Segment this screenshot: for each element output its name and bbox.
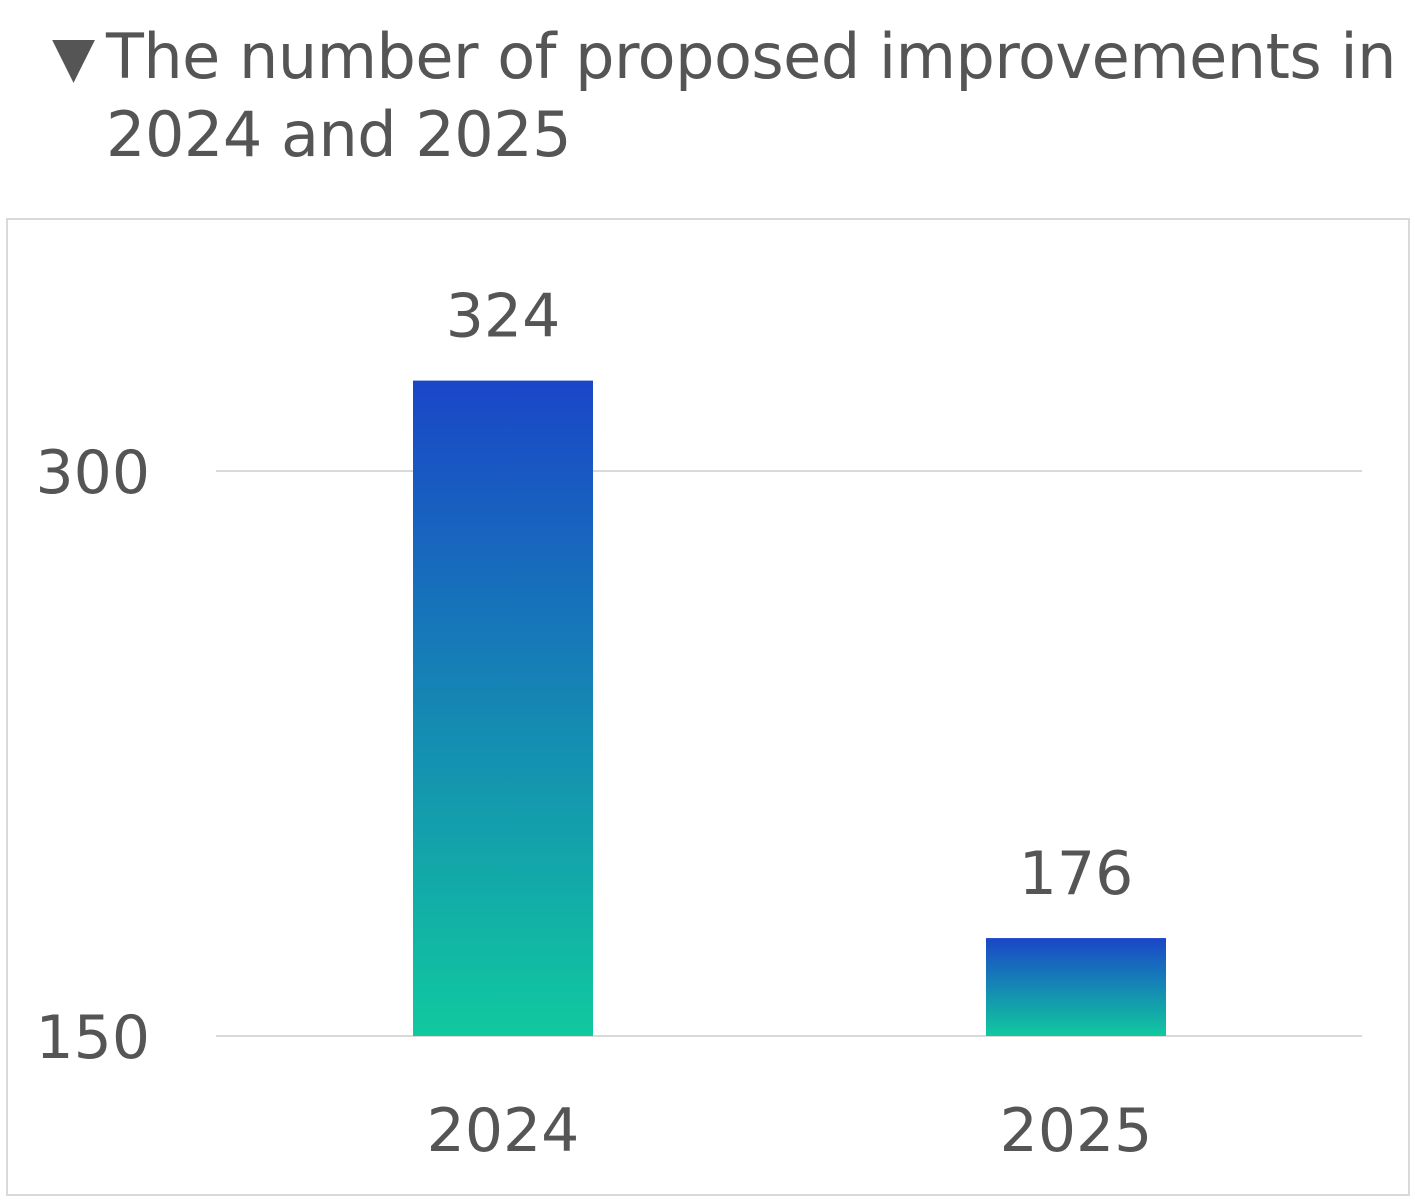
y-tick-label: 150 bbox=[35, 1003, 150, 1073]
triangle-down-icon: ▼ bbox=[52, 25, 96, 90]
x-axis-categories: 2024 2025 bbox=[427, 1096, 1153, 1166]
bars bbox=[413, 380, 1166, 1037]
bar-2024 bbox=[413, 380, 593, 1037]
y-tick-label: 300 bbox=[35, 438, 150, 508]
x-category-label: 2025 bbox=[1000, 1096, 1153, 1166]
x-category-label: 2024 bbox=[427, 1096, 580, 1166]
data-label-2024: 324 bbox=[446, 282, 561, 352]
data-label-2025: 176 bbox=[1019, 839, 1134, 909]
gridlines bbox=[216, 470, 1362, 1037]
chart-frame bbox=[6, 218, 1410, 1196]
bar-2025 bbox=[986, 938, 1166, 1036]
y-axis-ticks: 150 300 bbox=[35, 438, 150, 1073]
data-labels: 324 176 bbox=[446, 282, 1134, 909]
chart-title: The number of proposed improvements in 2… bbox=[106, 20, 1396, 171]
